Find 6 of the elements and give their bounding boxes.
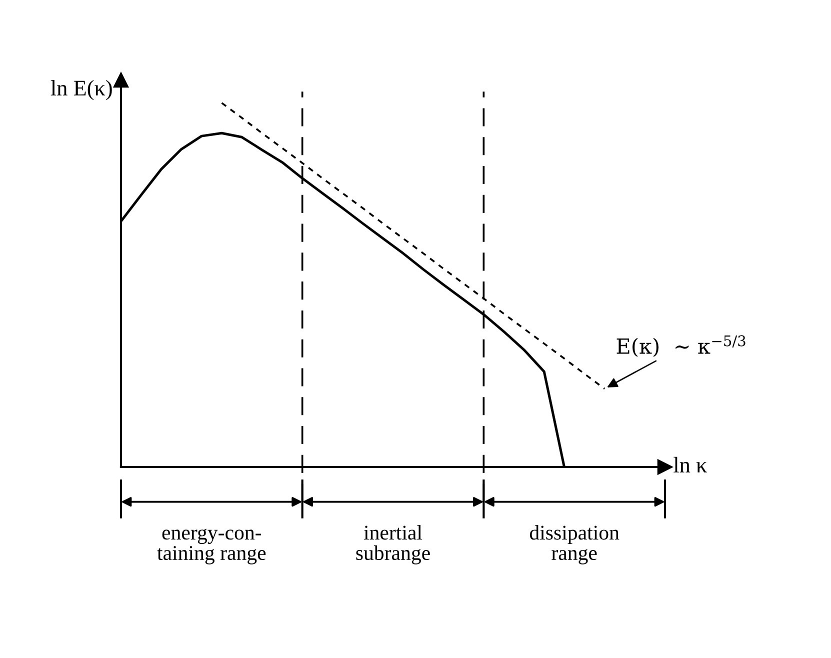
x-axis-title: ln κ	[674, 456, 707, 472]
text: inertial subrange	[356, 525, 430, 564]
text: energy-con- taining range	[157, 528, 266, 564]
text: dissipation range	[530, 525, 620, 564]
annotation: E(κ) ∼ κ$^{−5/3}$	[616, 335, 746, 357]
y-axis-title: ln E(κ)	[50, 80, 112, 100]
